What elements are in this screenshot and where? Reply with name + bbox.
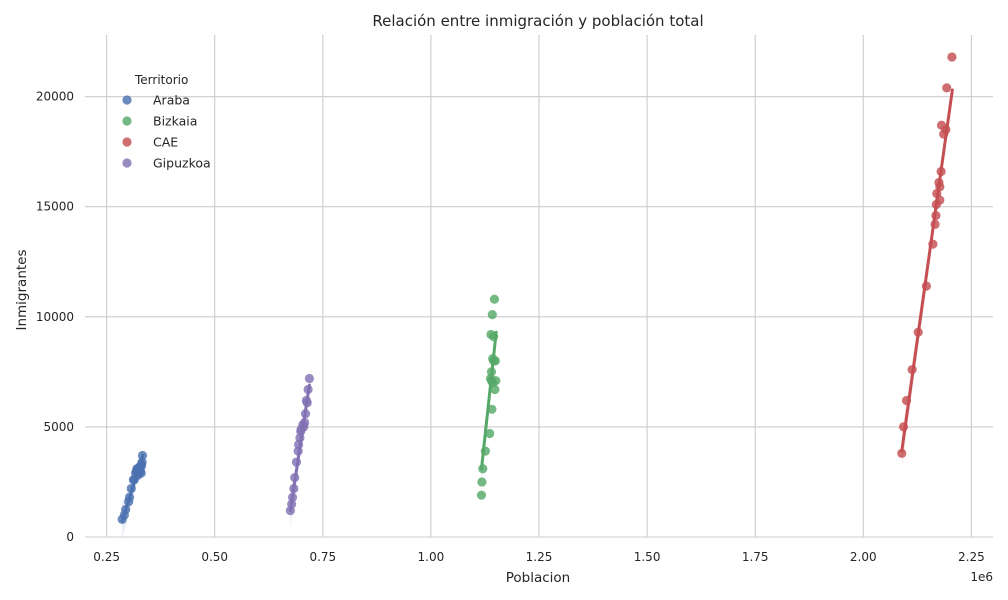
x-tick-label: 0.75 — [309, 550, 336, 564]
data-point-cae — [936, 166, 946, 177]
data-point-cae — [913, 327, 923, 337]
data-point-gipuzkoa — [287, 492, 298, 502]
data-point-araba — [124, 492, 135, 502]
data-point-bizkaia — [491, 376, 501, 386]
data-point-cae — [941, 125, 951, 135]
data-point-bizkaia — [476, 490, 487, 500]
data-point-cae — [942, 83, 952, 93]
legend-marker — [122, 137, 132, 147]
data-point-bizkaia — [490, 356, 500, 366]
data-point-araba — [126, 483, 136, 494]
data-point-gipuzkoa — [300, 417, 310, 428]
y-tick-label: 10000 — [36, 310, 74, 324]
x-tick-label: 1.75 — [742, 550, 769, 564]
data-point-cae — [901, 395, 912, 406]
data-point-cae — [898, 422, 909, 432]
y-axis-label: Inmigrantes — [14, 249, 30, 330]
y-tick-label: 0 — [66, 530, 74, 544]
data-point-cae — [935, 182, 945, 192]
y-tick-label: 20000 — [36, 90, 74, 104]
trend-layer — [120, 85, 954, 539]
data-point-gipuzkoa — [303, 384, 313, 395]
legend-marker — [122, 116, 132, 126]
data-point-bizkaia — [490, 384, 500, 395]
data-point-gipuzkoa — [302, 398, 312, 408]
data-point-gipuzkoa — [290, 472, 300, 483]
data-point-cae — [930, 219, 940, 229]
x-tick-label: 0.25 — [93, 550, 120, 564]
legend-label: CAE — [153, 135, 178, 150]
data-point-bizkaia — [478, 464, 488, 474]
data-point-cae — [931, 210, 941, 221]
legend-label: Araba — [153, 93, 190, 108]
x-axis-label: Poblacion — [506, 570, 571, 586]
data-point-cae — [947, 52, 957, 62]
data-point-gipuzkoa — [293, 446, 303, 456]
data-point-bizkaia — [487, 310, 497, 320]
data-point-bizkaia — [487, 404, 497, 414]
data-point-cae — [907, 365, 917, 375]
legend-marker — [122, 95, 132, 105]
data-point-cae — [921, 281, 932, 291]
data-point-araba — [121, 504, 131, 515]
x-tick-label: 2.25 — [958, 550, 985, 564]
legend-label: Gipuzkoa — [153, 156, 211, 171]
data-point-araba — [137, 450, 148, 461]
data-point-araba — [137, 457, 147, 467]
data-point-bizkaia — [486, 367, 497, 377]
legend-title: Territorio — [134, 73, 188, 87]
legend: Territorio Araba Bizkaia CAE Gipuzkoa — [122, 73, 211, 171]
data-point-bizkaia — [480, 446, 490, 456]
data-point-cae — [935, 195, 945, 205]
grid-layer — [85, 35, 993, 538]
x-tick-label: 2.00 — [850, 550, 877, 564]
data-point-bizkaia — [489, 294, 500, 304]
points-layer — [117, 52, 957, 524]
data-point-gipuzkoa — [304, 373, 315, 384]
data-point-bizkaia — [477, 477, 487, 487]
x-tick-label: 1.00 — [418, 550, 445, 564]
x-axis-offset-label: 1e6 — [970, 570, 993, 584]
data-point-bizkaia — [489, 332, 499, 342]
data-point-gipuzkoa — [300, 409, 311, 419]
chart-title: Relación entre inmigración y población t… — [372, 12, 703, 30]
data-point-cae — [897, 448, 907, 458]
legend-marker — [122, 158, 132, 168]
tick-layer: 0.25 0.50 0.75 1.00 1.25 1.50 1.75 2.00 2.25 0 500… — [36, 90, 985, 564]
data-point-araba — [136, 468, 146, 478]
y-tick-label: 15000 — [36, 200, 74, 214]
data-point-cae — [928, 239, 938, 249]
x-tick-label: 1.25 — [526, 550, 553, 564]
x-tick-label: 0.50 — [201, 550, 228, 564]
data-point-gipuzkoa — [291, 457, 302, 467]
legend-label: Bizkaia — [153, 114, 197, 129]
x-tick-label: 1.50 — [634, 550, 661, 564]
data-point-bizkaia — [485, 428, 495, 439]
data-point-gipuzkoa — [289, 483, 299, 494]
y-tick-label: 5000 — [43, 420, 74, 434]
trend-line-cae — [900, 88, 954, 453]
